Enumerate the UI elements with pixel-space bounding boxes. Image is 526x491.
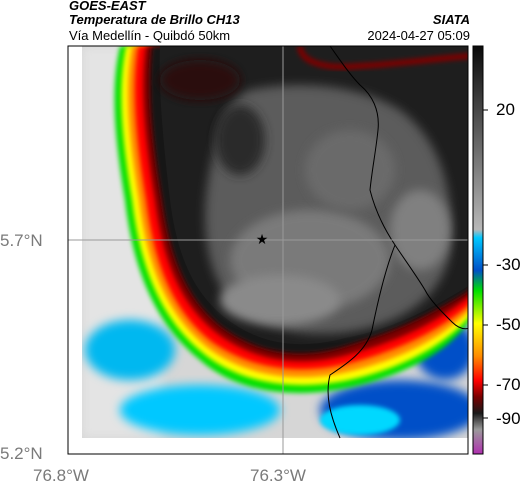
colorbar-tick-label: 20 <box>496 100 515 119</box>
lat-label: 5.7°N <box>0 231 43 250</box>
lat-label: 5.2°N <box>0 444 43 463</box>
brightness-temperature-field <box>68 46 468 454</box>
image-datetime: 2024-04-27 05:09 <box>367 28 470 43</box>
map-subtitle: Vía Medellín - Quibdó 50km <box>69 28 231 43</box>
colorbar-tick-label: -50 <box>496 315 521 334</box>
lon-label: 76.3°W <box>250 466 306 485</box>
border-line <box>329 46 468 330</box>
organization-name: SIATA <box>432 12 470 27</box>
colorbar-tick-label: -90 <box>496 409 521 428</box>
colorbar-tick-label: -30 <box>496 255 521 274</box>
map-title: Temperatura de Brillo CH13 <box>69 12 240 27</box>
star-icon: ★ <box>256 232 269 248</box>
satellite-name: GOES-EAST <box>69 0 146 13</box>
colorbar-tick-label: -70 <box>496 375 521 394</box>
lon-label: 76.8°W <box>33 466 89 485</box>
colorbar <box>472 45 488 455</box>
